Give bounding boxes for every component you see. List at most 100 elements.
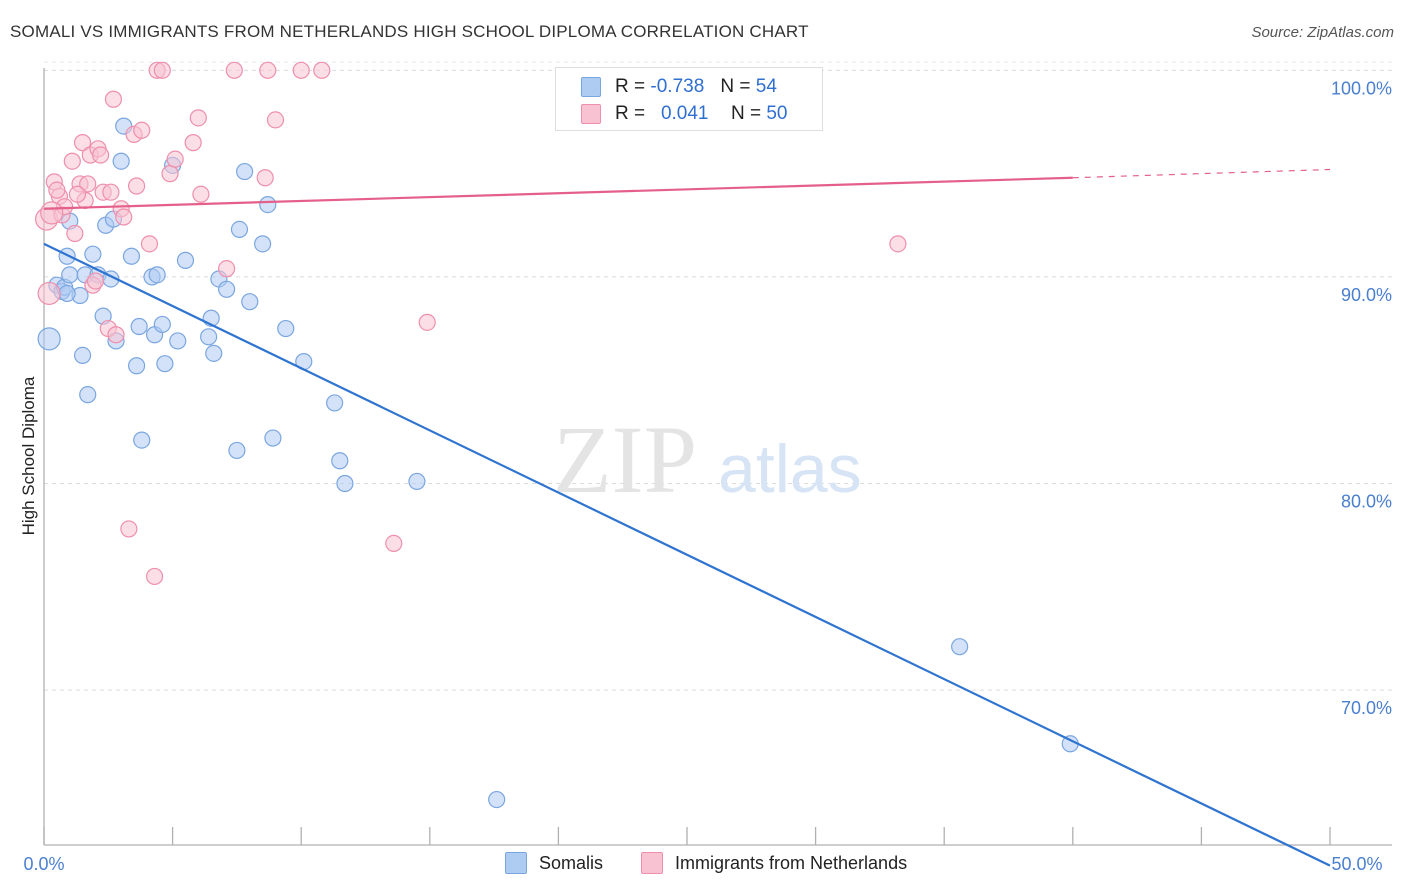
point-somalis	[127, 357, 146, 375]
trend-line-somalis	[43, 242, 1331, 867]
point-netherlands	[266, 111, 285, 129]
point-somalis	[326, 394, 344, 412]
y-tick-label: 70.0%	[1341, 698, 1392, 718]
point-netherlands	[127, 177, 146, 195]
point-somalis	[112, 152, 130, 170]
point-somalis	[200, 328, 218, 346]
watermark-zip: ZIP	[553, 406, 697, 513]
point-netherlands	[218, 260, 236, 278]
point-netherlands	[63, 152, 81, 170]
point-somalis	[79, 386, 97, 404]
point-somalis	[37, 327, 61, 351]
point-netherlands	[153, 61, 171, 79]
point-somalis	[218, 280, 236, 298]
point-netherlands	[385, 534, 403, 552]
y-tick-label: 100.0%	[1331, 78, 1392, 98]
point-netherlands	[37, 281, 61, 306]
point-somalis	[58, 284, 76, 303]
point-somalis	[84, 245, 102, 263]
legend-r-label: R =	[615, 76, 646, 97]
stats-legend: R = -0.738 N = 54 R = 0.041 N = 50	[555, 67, 823, 131]
point-somalis	[277, 319, 295, 338]
point-somalis	[408, 472, 426, 491]
point-netherlands	[292, 61, 310, 79]
legend-n-label: N =	[720, 76, 751, 97]
watermark-atlas: atlas	[718, 431, 862, 507]
legend-item-netherlands: Immigrants from Netherlands	[641, 852, 907, 874]
legend-r-value: -0.738	[650, 76, 705, 97]
point-somalis	[153, 315, 171, 334]
point-netherlands	[107, 326, 125, 344]
point-somalis	[241, 293, 259, 311]
point-somalis	[951, 638, 969, 656]
point-somalis	[156, 355, 174, 373]
series-legend: Somalis Immigrants from Netherlands	[0, 852, 1406, 876]
axes: 70.0% 80.0% 90.0% 100.0% 0.0% 50.0%	[23, 68, 1392, 874]
source-label: Source: ZipAtlas.com	[1251, 24, 1394, 41]
trend-line-netherlands-extension	[1072, 168, 1331, 179]
point-netherlands	[256, 169, 274, 187]
point-netherlands	[86, 272, 105, 290]
x-tick-label: 0.0%	[23, 854, 64, 874]
point-netherlands	[79, 175, 97, 193]
legend-swatch-netherlands	[581, 104, 601, 124]
chart-title: SOMALI VS IMMIGRANTS FROM NETHERLANDS HI…	[10, 22, 809, 41]
point-somalis	[254, 235, 272, 253]
point-somalis	[331, 452, 349, 470]
point-somalis	[133, 431, 151, 449]
point-netherlands	[115, 208, 133, 226]
point-netherlands	[140, 235, 159, 253]
point-netherlands	[145, 567, 164, 586]
legend-label-netherlands: Immigrants from Netherlands	[675, 852, 908, 873]
trend-lines	[43, 168, 1331, 867]
legend-n-label: N =	[730, 103, 762, 124]
point-somalis	[73, 346, 92, 365]
point-somalis	[230, 220, 249, 238]
legend-item-somalis: Somalis	[505, 852, 603, 874]
y-tick-label: 80.0%	[1341, 491, 1392, 511]
legend-r-label: R =	[615, 103, 646, 124]
point-somalis	[236, 162, 254, 181]
trend-line-netherlands	[43, 176, 1073, 210]
point-netherlands	[91, 146, 110, 164]
point-netherlands	[120, 520, 138, 538]
point-netherlands	[102, 183, 120, 201]
point-netherlands	[133, 121, 151, 139]
legend-n-value: 50	[766, 103, 788, 124]
point-netherlands	[889, 235, 907, 253]
point-somalis	[176, 251, 195, 269]
point-netherlands	[418, 313, 436, 331]
y-axis-label: High School Diploma	[19, 376, 38, 535]
point-netherlands	[166, 150, 184, 168]
point-somalis	[336, 474, 354, 493]
point-netherlands	[48, 181, 66, 199]
point-netherlands	[68, 185, 87, 203]
point-netherlands	[189, 109, 207, 127]
watermark: ZIP atlas	[553, 406, 862, 513]
point-somalis	[169, 332, 187, 350]
legend-row-somalis: R = -0.738 N = 54	[581, 74, 777, 100]
point-somalis	[130, 317, 148, 336]
point-netherlands	[192, 185, 210, 203]
point-somalis	[122, 247, 141, 265]
point-somalis	[228, 441, 246, 460]
point-netherlands	[161, 165, 179, 183]
legend-swatch-netherlands	[641, 852, 663, 874]
legend-swatch-somalis	[505, 852, 527, 874]
grid-lines	[44, 61, 1392, 691]
point-somalis	[205, 344, 223, 362]
point-somalis	[259, 196, 277, 214]
legend-r-value: 0.041	[660, 103, 709, 124]
point-netherlands	[313, 61, 331, 79]
point-netherlands	[184, 134, 202, 152]
legend-n-value: 54	[755, 76, 777, 97]
point-netherlands	[259, 61, 277, 79]
point-somalis	[61, 266, 79, 284]
point-netherlands	[40, 201, 64, 225]
data-points	[34, 61, 1079, 809]
point-somalis	[264, 429, 282, 447]
point-netherlands	[225, 61, 243, 79]
y-tick-label: 90.0%	[1341, 285, 1392, 305]
legend-label-somalis: Somalis	[539, 852, 604, 873]
